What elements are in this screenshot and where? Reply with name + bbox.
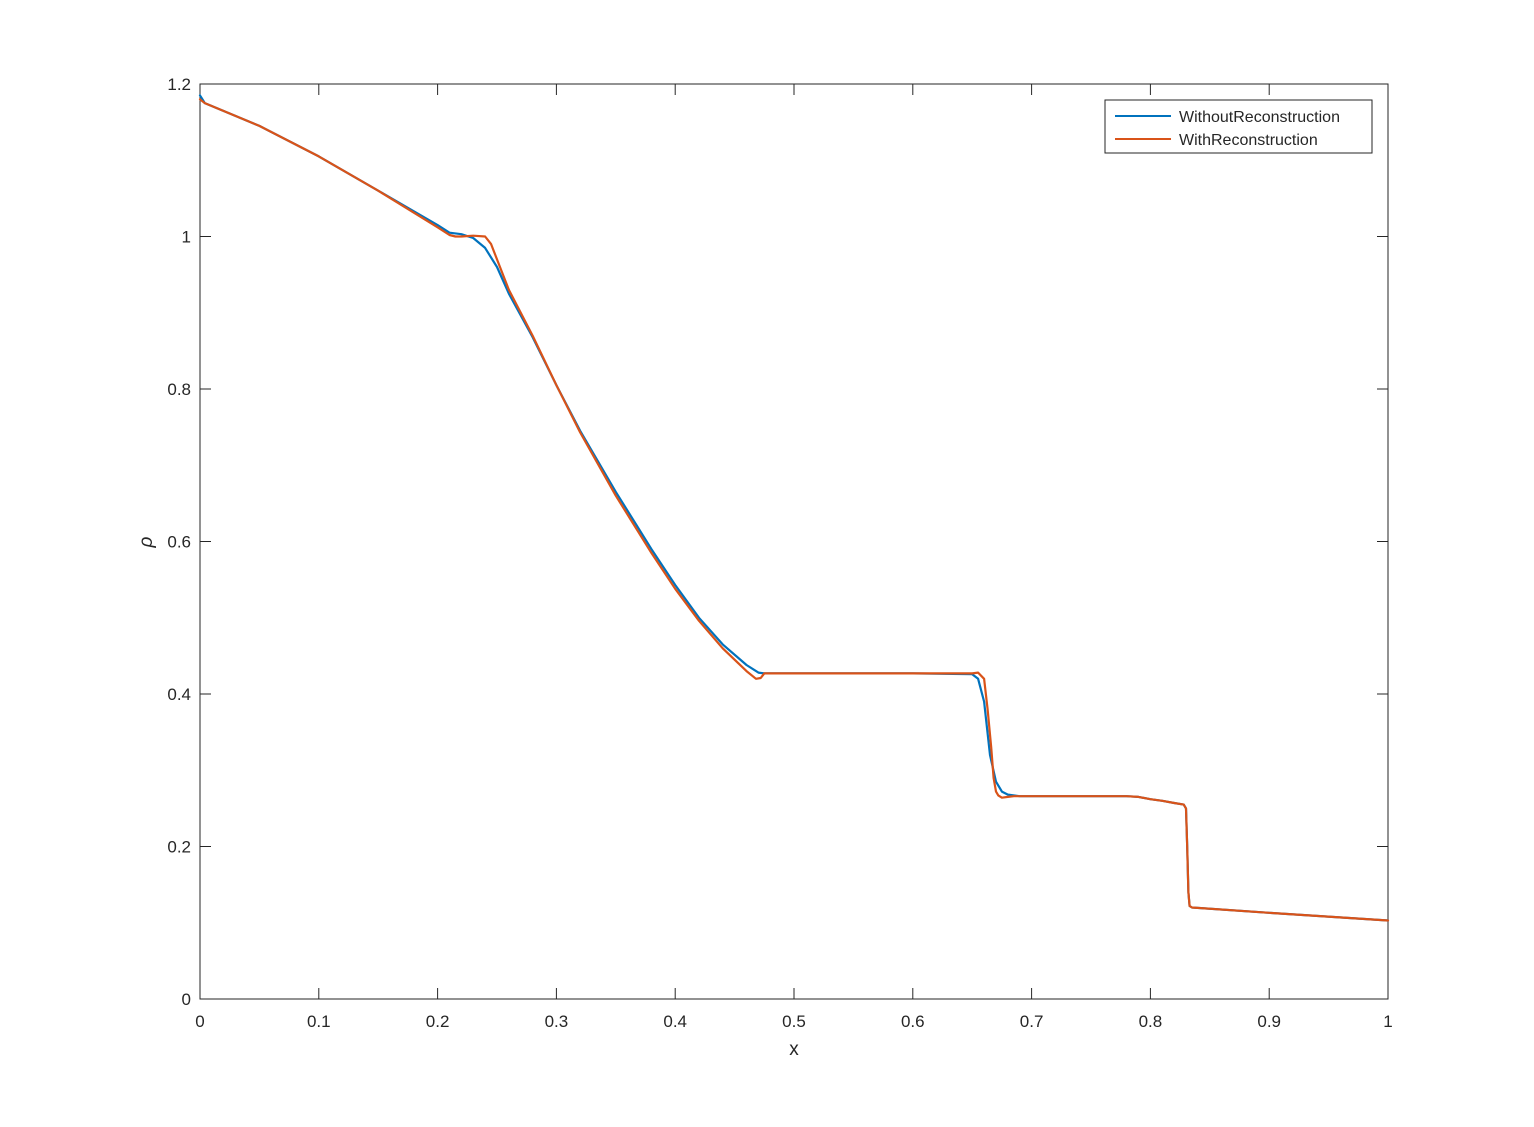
axis-ticks	[199, 83, 1389, 1000]
y-tick-label: 0.4	[167, 685, 191, 704]
x-tick-label: 0.9	[1257, 1012, 1281, 1031]
x-tick-label: 0	[195, 1012, 204, 1031]
x-tick-label: 0.7	[1020, 1012, 1044, 1031]
x-tick-label: 0.8	[1139, 1012, 1163, 1031]
x-tick-label: 0.6	[901, 1012, 925, 1031]
x-tick-label: 0.3	[545, 1012, 569, 1031]
x-tick-label: 0.5	[782, 1012, 806, 1031]
y-tick-label: 0	[182, 990, 191, 1009]
plot-area	[199, 83, 1389, 1000]
x-tick-label: 0.2	[426, 1012, 450, 1031]
series-line-with-reconstruction	[198, 98, 1390, 922]
legend-label-without-reconstruction: WithoutReconstruction	[1179, 109, 1340, 126]
legend: WithoutReconstruction WithReconstruction	[1104, 99, 1373, 154]
x-tick-label: 0.1	[307, 1012, 331, 1031]
legend-box	[1104, 99, 1373, 154]
y-tick-label: 0.8	[167, 380, 191, 399]
y-tick-label: 1	[182, 228, 191, 247]
series-lines	[198, 94, 1390, 922]
y-tick-label: 0.6	[167, 533, 191, 552]
legend-label-with-reconstruction: WithReconstruction	[1179, 132, 1318, 149]
y-axis-label: ρ	[136, 536, 157, 548]
x-tick-label: 1	[1383, 1012, 1392, 1031]
x-tick-label: 0.4	[663, 1012, 687, 1031]
axis-tick-labels: 0 0.1 0.2 0.3 0.4 0.5 0.6 0.7 0.8 0.9 1 0 0.2 0.4 0.6 0…	[167, 75, 1392, 1031]
x-axis-label: x	[789, 1039, 799, 1060]
y-tick-label: 1.2	[167, 75, 191, 94]
y-tick-label: 0.2	[167, 838, 191, 857]
